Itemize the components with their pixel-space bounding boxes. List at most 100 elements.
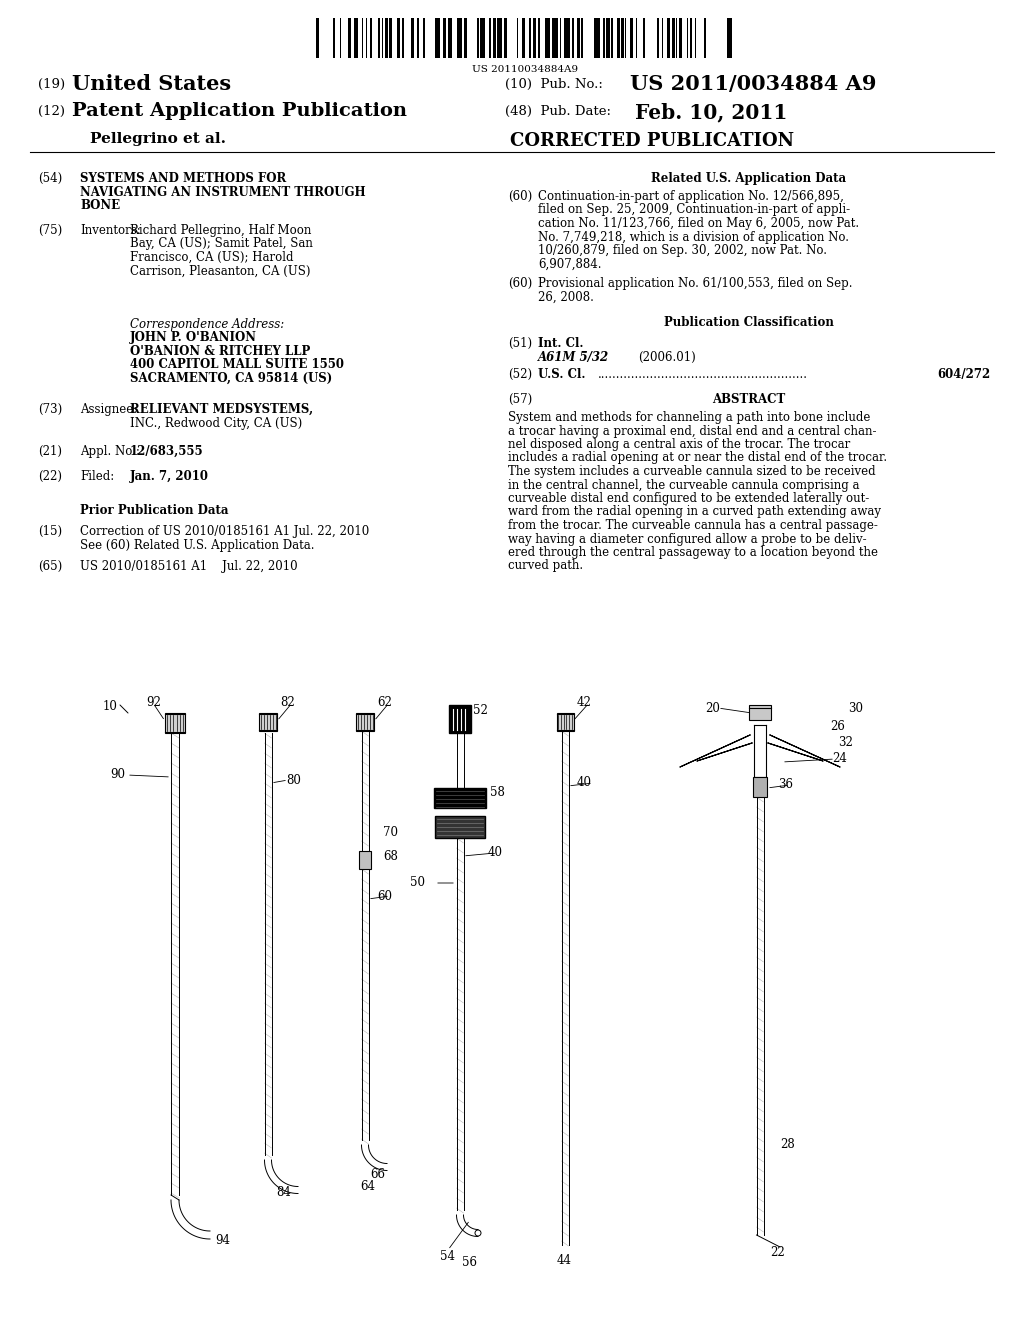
Text: 70: 70 xyxy=(383,826,398,840)
Bar xyxy=(594,18,595,58)
Bar xyxy=(418,18,419,58)
Bar xyxy=(449,705,471,733)
Bar xyxy=(316,18,319,58)
Text: Publication Classification: Publication Classification xyxy=(664,315,834,329)
Bar xyxy=(749,705,771,719)
Bar xyxy=(489,18,492,58)
Text: (54): (54) xyxy=(38,172,62,185)
Text: (21): (21) xyxy=(38,445,62,458)
Text: curveable distal end configured to be extended laterally out-: curveable distal end configured to be ex… xyxy=(508,492,869,506)
Text: INC., Redwood City, CA (US): INC., Redwood City, CA (US) xyxy=(130,417,302,429)
Text: (12): (12) xyxy=(38,106,65,117)
Text: (75): (75) xyxy=(38,224,62,238)
Text: Filed:: Filed: xyxy=(80,470,115,483)
Bar xyxy=(464,18,466,58)
Bar xyxy=(382,18,383,58)
Text: 12/683,555: 12/683,555 xyxy=(130,445,204,458)
Text: Feb. 10, 2011: Feb. 10, 2011 xyxy=(635,102,787,121)
Text: 20: 20 xyxy=(706,701,720,714)
Text: (57): (57) xyxy=(508,393,532,407)
Bar xyxy=(663,18,664,58)
Text: Int. Cl.: Int. Cl. xyxy=(538,337,584,350)
Text: way having a diameter configured allow a probe to be deliv-: way having a diameter configured allow a… xyxy=(508,532,866,545)
Bar xyxy=(458,18,459,58)
Text: 28: 28 xyxy=(780,1138,795,1151)
Bar xyxy=(727,18,729,58)
Text: Prior Publication Data: Prior Publication Data xyxy=(80,504,228,517)
Bar xyxy=(385,18,388,58)
Bar xyxy=(607,18,610,58)
Bar xyxy=(443,18,444,58)
Bar xyxy=(465,18,467,58)
Bar xyxy=(579,18,580,58)
Bar xyxy=(554,18,556,58)
Bar xyxy=(493,18,496,58)
Text: CORRECTED PUBLICATION: CORRECTED PUBLICATION xyxy=(510,132,795,150)
Text: 52: 52 xyxy=(473,704,487,717)
Text: 90: 90 xyxy=(110,768,125,781)
Text: a trocar having a proximal end, distal end and a central chan-: a trocar having a proximal end, distal e… xyxy=(508,425,877,437)
Bar xyxy=(389,18,392,58)
Bar xyxy=(560,18,561,58)
Bar xyxy=(479,18,481,58)
Text: (22): (22) xyxy=(38,470,62,483)
Bar xyxy=(730,18,731,58)
Text: 400 CAPITOL MALL SUITE 1550: 400 CAPITOL MALL SUITE 1550 xyxy=(130,359,344,371)
Text: 30: 30 xyxy=(848,701,863,714)
Bar xyxy=(617,18,621,58)
Text: 22: 22 xyxy=(770,1246,784,1259)
Bar xyxy=(494,18,496,58)
Bar xyxy=(353,18,355,58)
Bar xyxy=(396,18,399,58)
Bar xyxy=(672,18,675,58)
Text: Patent Application Publication: Patent Application Publication xyxy=(72,102,407,120)
Text: 66: 66 xyxy=(370,1167,385,1180)
Bar xyxy=(703,18,706,58)
Bar xyxy=(695,18,696,58)
Bar xyxy=(500,18,502,58)
Text: 54: 54 xyxy=(440,1250,455,1262)
Bar xyxy=(753,777,767,797)
Text: 44: 44 xyxy=(557,1254,572,1266)
Bar xyxy=(366,18,368,58)
Bar xyxy=(476,18,478,58)
Bar xyxy=(435,18,438,58)
Text: 82: 82 xyxy=(280,697,295,710)
Bar xyxy=(631,18,632,58)
Text: (60): (60) xyxy=(508,190,532,203)
Text: US 2010/0185161 A1    Jul. 22, 2010: US 2010/0185161 A1 Jul. 22, 2010 xyxy=(80,560,298,573)
Bar xyxy=(578,18,580,58)
Bar xyxy=(359,851,371,869)
Bar xyxy=(643,18,645,58)
Text: 42: 42 xyxy=(577,697,592,710)
Text: No. 7,749,218, which is a division of application No.: No. 7,749,218, which is a division of ap… xyxy=(538,231,849,243)
Text: curved path.: curved path. xyxy=(508,560,583,573)
Text: SYSTEMS AND METHODS FOR: SYSTEMS AND METHODS FOR xyxy=(80,172,287,185)
Text: (48)  Pub. Date:: (48) Pub. Date: xyxy=(505,106,611,117)
Text: (65): (65) xyxy=(38,560,62,573)
Bar xyxy=(459,18,462,58)
Bar xyxy=(498,18,499,58)
Bar xyxy=(552,18,554,58)
Bar xyxy=(451,18,453,58)
Bar xyxy=(522,18,525,58)
Text: from the trocar. The curveable cannula has a central passage-: from the trocar. The curveable cannula h… xyxy=(508,519,878,532)
Text: (60): (60) xyxy=(508,277,532,290)
Text: Continuation-in-part of application No. 12/566,895,: Continuation-in-part of application No. … xyxy=(538,190,844,203)
Bar xyxy=(679,18,682,58)
Bar xyxy=(442,18,445,58)
Text: includes a radial opening at or near the distal end of the trocar.: includes a radial opening at or near the… xyxy=(508,451,887,465)
Text: 84: 84 xyxy=(276,1187,291,1200)
Bar xyxy=(340,18,341,58)
Bar xyxy=(356,713,374,731)
Text: 36: 36 xyxy=(778,779,793,792)
Text: NAVIGATING AN INSTRUMENT THROUGH: NAVIGATING AN INSTRUMENT THROUGH xyxy=(80,186,366,198)
Text: Carrison, Pleasanton, CA (US): Carrison, Pleasanton, CA (US) xyxy=(130,264,310,277)
Text: Appl. No.:: Appl. No.: xyxy=(80,445,140,458)
Text: Assignee:: Assignee: xyxy=(80,403,137,416)
Bar xyxy=(165,713,185,733)
Bar xyxy=(728,18,730,58)
Text: Francisco, CA (US); Harold: Francisco, CA (US); Harold xyxy=(130,251,294,264)
Bar xyxy=(668,18,669,58)
Text: (19): (19) xyxy=(38,78,66,91)
